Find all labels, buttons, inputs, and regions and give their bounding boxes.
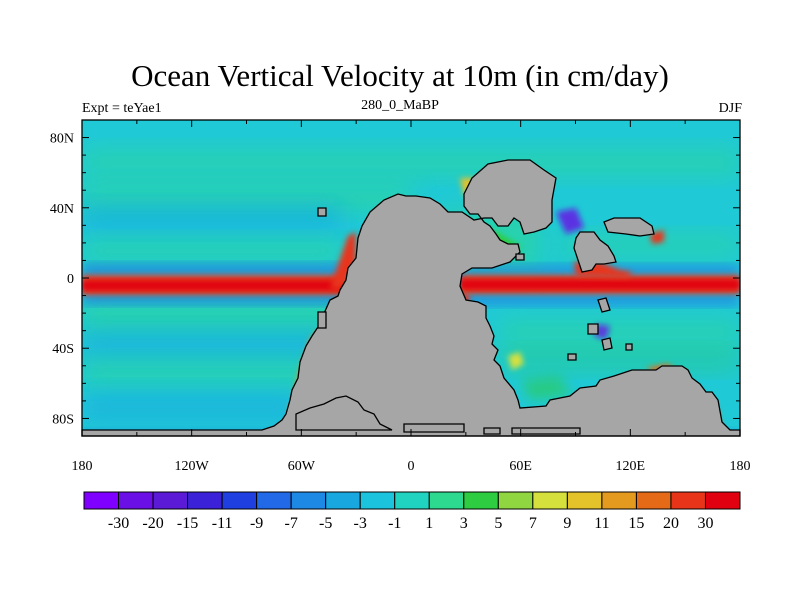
small-island-8 [515,253,525,261]
colorbar-swatch [497,491,534,510]
colorbar-label: 20 [663,515,679,532]
colorbar-swatch [152,491,189,510]
small-island-7 [625,343,633,351]
southern-island-c [511,427,581,435]
pangaea-landmass [81,159,741,437]
colorbar-swatch [428,491,465,510]
north-island-block [603,217,655,237]
small-island-2 [317,311,327,329]
east-asia-block [573,231,617,273]
colorbar-label: 11 [594,515,609,532]
small-island-4 [587,323,599,335]
colorbar-swatch [532,491,568,510]
landmasses [81,159,741,437]
colorbar-label: -9 [250,515,263,532]
colorbar: -30 -20 -15 -11 -9 -7 -5 -3 -1 1 3 5 7 9 11 15 20 30 [83,491,741,532]
lon-tick-label: 180 [730,459,751,474]
lat-tick-label: 80S [52,412,74,427]
colorbar-swatch [566,491,603,510]
lat-tick-label: 40N [50,202,74,217]
season-label: DJF [718,101,742,116]
colorbar-label: 9 [563,515,571,532]
colorbar-swatch [635,491,672,510]
small-island-1 [317,207,327,217]
lat-tick-label: 0 [67,272,74,287]
colorbar-label: -30 [108,515,129,532]
colorbar-swatch [601,491,637,510]
colorbar-label: -3 [354,515,367,532]
southern-island-a [403,423,465,433]
colorbar-label: -5 [319,515,332,532]
lon-tick-label: 60W [288,459,316,474]
colorbar-label: 15 [628,515,644,532]
colorbar-label: 1 [425,515,433,532]
small-island-5 [601,337,613,351]
colorbar-label: -15 [177,515,198,532]
time-label: 280_0_MaBP [361,98,439,113]
lon-tick-label: 120E [616,459,646,474]
lat-tick-label: 80N [50,132,74,147]
small-island-6 [567,353,577,361]
colorbar-swatch [118,491,154,510]
longitude-axis: 180 120W 60W 0 60E 120E 180 [72,120,751,474]
lat-tick-label: 40S [52,342,74,357]
colorbar-swatch [325,491,361,510]
colorbar-label: -20 [142,515,163,532]
colorbar-label: 7 [529,515,537,532]
colorbar-label: -1 [388,515,401,532]
colorbar-label: 3 [460,515,468,532]
southern-island-b [483,427,501,435]
colorbar-swatch [359,491,396,510]
lon-tick-label: 0 [408,459,415,474]
colorbar-label: 5 [494,515,502,532]
experiment-label: Expt = teYae1 [82,101,162,116]
lon-tick-label: 180 [72,459,93,474]
lon-tick-label: 60E [509,459,532,474]
colorbar-label: -11 [212,515,233,532]
colorbar-label: -7 [284,515,297,532]
map-title: Ocean Vertical Velocity at 10m (in cm/da… [131,58,669,93]
colorbar-swatch [670,491,706,510]
antarctic-peninsula [295,395,393,431]
colorbar-swatch [704,491,741,510]
lon-tick-label: 120W [175,459,210,474]
latitude-axis: 80N 40N 0 40S 80S [50,119,740,437]
colorbar-swatch [221,491,258,510]
colorbar-swatch [187,491,223,510]
colorbar-swatch [290,491,327,510]
colorbar-swatch [463,491,499,510]
small-island-3 [597,297,611,313]
colorbar-swatch [256,491,292,510]
colorbar-swatch [394,491,430,510]
colorbar-label: 30 [697,515,713,532]
colorbar-swatch [83,491,120,510]
